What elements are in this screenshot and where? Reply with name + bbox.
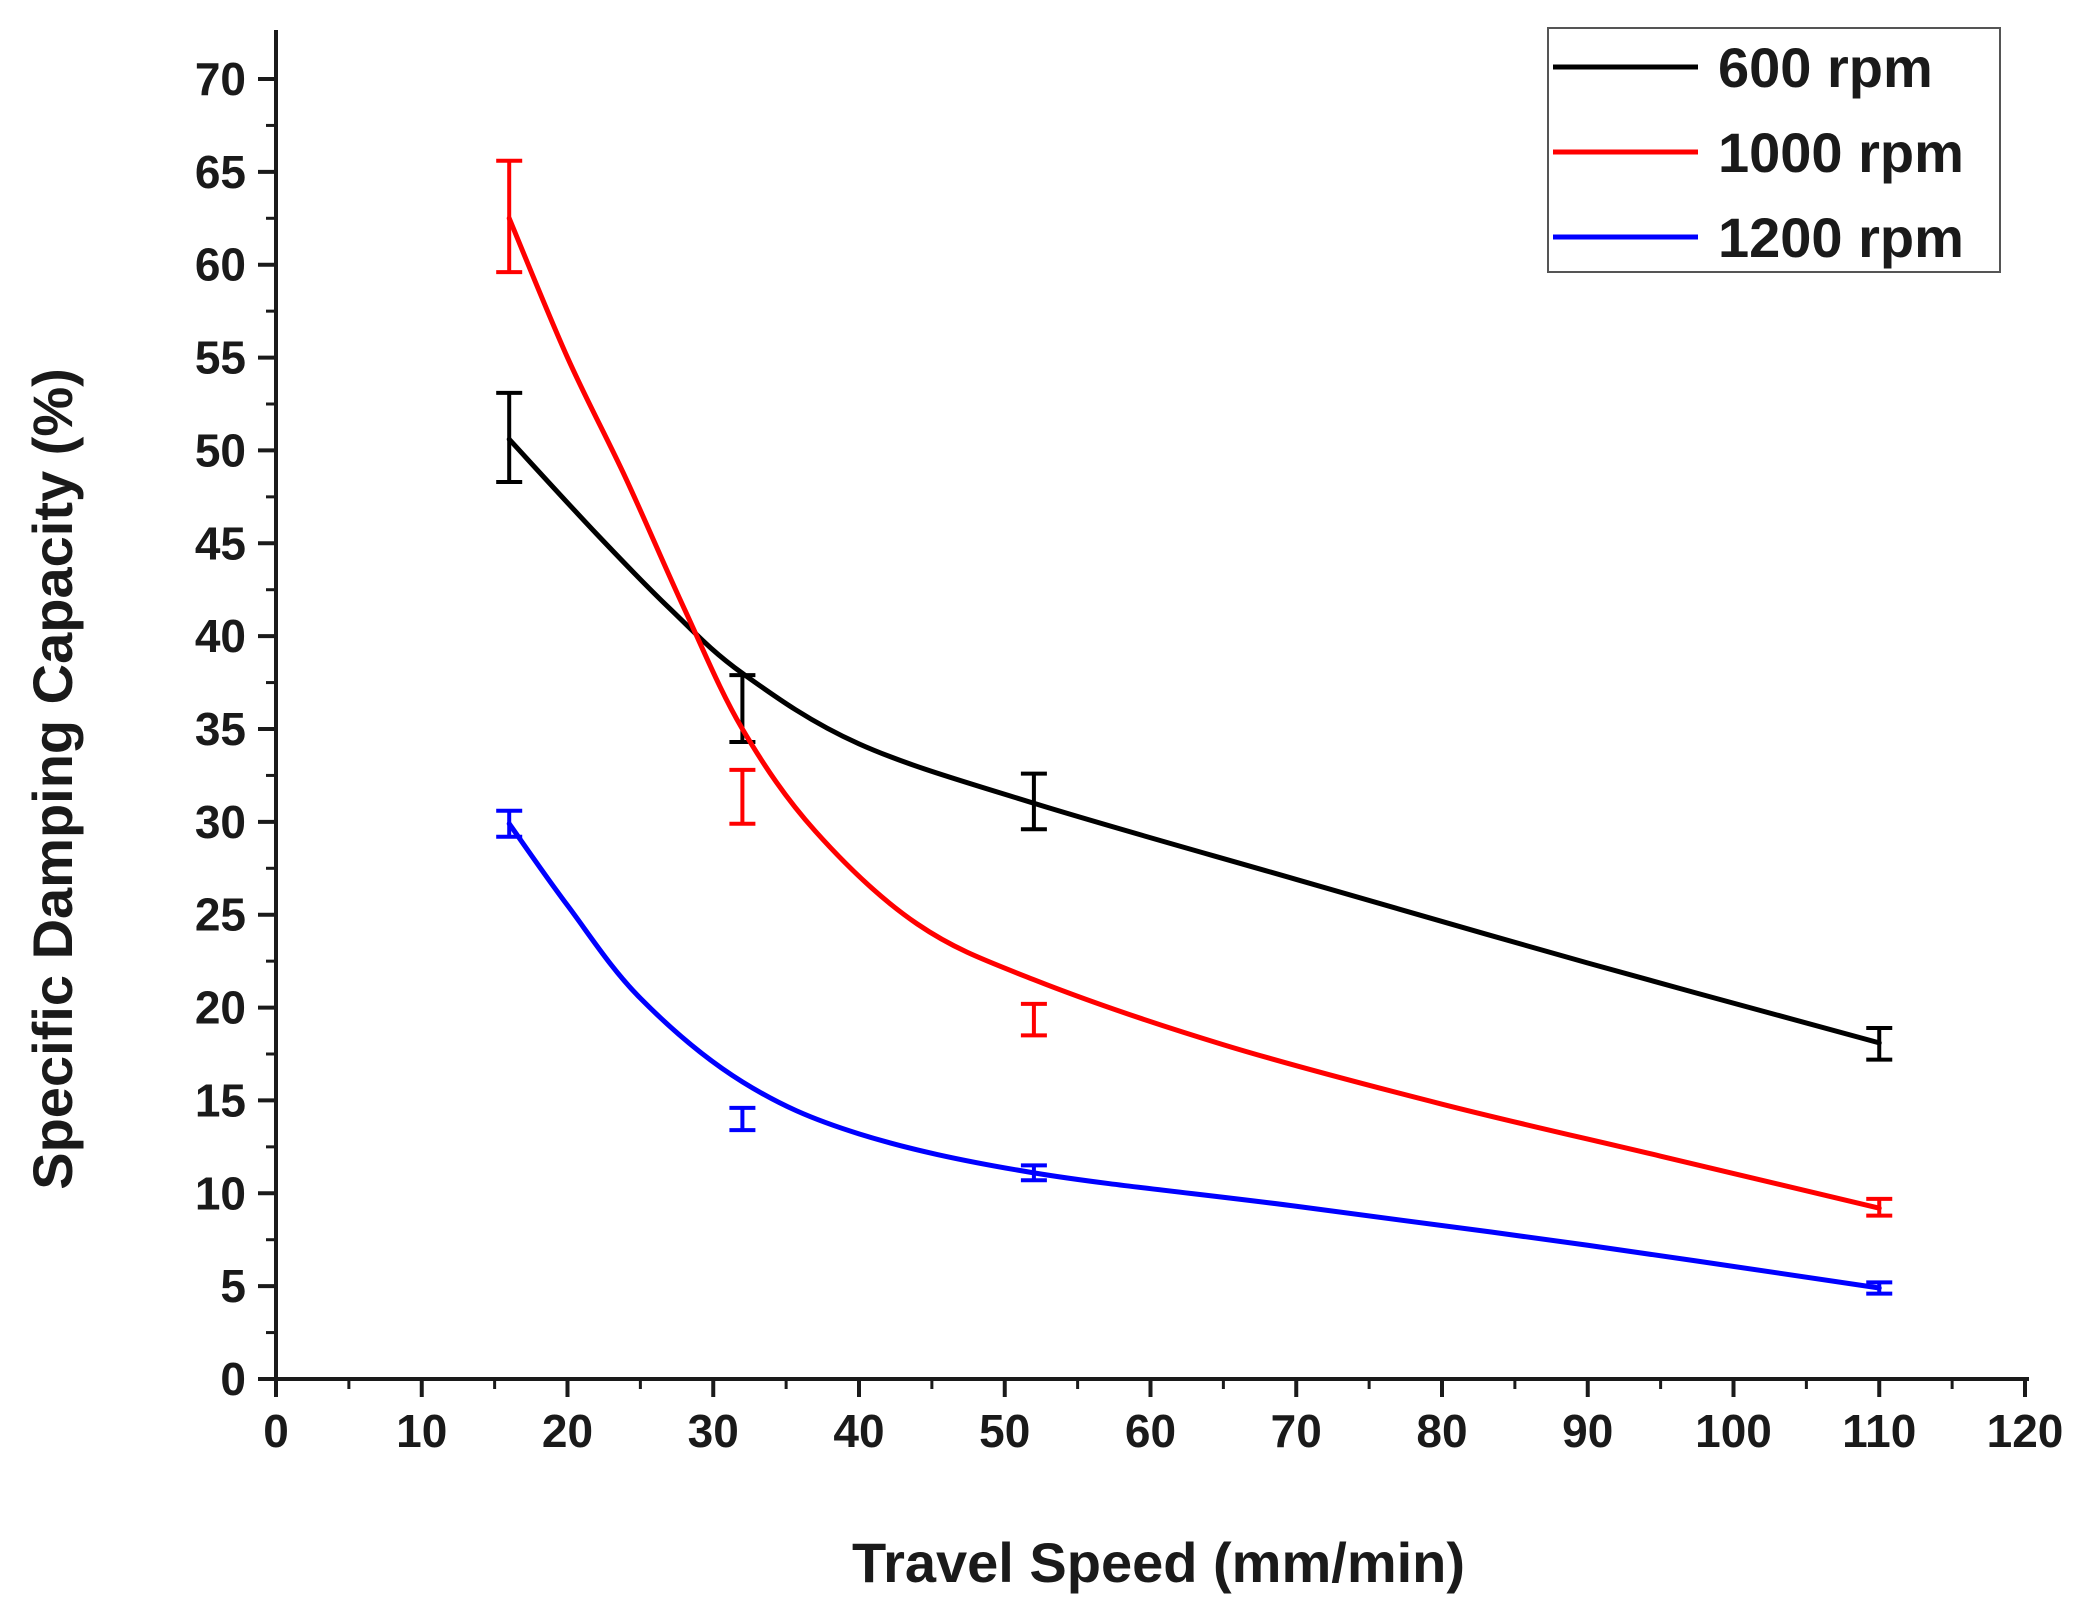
y-tick-label: 0 — [220, 1353, 246, 1405]
y-tick-label: 15 — [195, 1074, 246, 1126]
plot-series — [496, 158, 1893, 1296]
legend-entry-1200-rpm: 1200 rpm — [1553, 206, 1964, 269]
error-bar — [1866, 1026, 1893, 1062]
error-bar — [729, 767, 756, 826]
error-bar — [729, 1105, 756, 1133]
x-axis-title: Travel Speed (mm/min) — [852, 1531, 1465, 1594]
y-tick-label: 35 — [195, 703, 246, 755]
y-tick-label: 20 — [195, 982, 246, 1034]
y-tick-label: 25 — [195, 889, 246, 941]
x-tick-label: 120 — [1987, 1405, 2064, 1457]
error-bar — [1020, 1001, 1047, 1038]
x-tick-label: 0 — [263, 1405, 289, 1457]
y-axis-ticks: 0 5 10 15 20 25 30 35 40 45 50 55 60 65 70 — [195, 53, 276, 1405]
y-tick-label: 45 — [195, 517, 246, 569]
error-bar — [1866, 1196, 1893, 1218]
legend-entries: 600 rpm 1000 rpm 1200 rpm — [1553, 36, 1964, 269]
series-1000-rpm — [496, 158, 1893, 1218]
x-tick-label: 60 — [1125, 1405, 1176, 1457]
x-tick-label: 40 — [833, 1405, 884, 1457]
series-line-1000-rpm — [506, 215, 1882, 1211]
error-bar — [1866, 1280, 1893, 1296]
error-bar — [496, 808, 523, 839]
x-tick-label: 70 — [1271, 1405, 1322, 1457]
x-tick-label: 50 — [979, 1405, 1030, 1457]
error-bar — [1020, 771, 1047, 832]
legend: 600 rpm 1000 rpm 1200 rpm — [1547, 27, 2001, 273]
series-1200-rpm — [496, 808, 1893, 1296]
legend-label: 1200 rpm — [1718, 206, 1964, 269]
y-tick-label: 70 — [195, 53, 246, 105]
error-bar — [496, 158, 523, 275]
x-tick-label: 80 — [1416, 1405, 1467, 1457]
legend-entry-600-rpm: 600 rpm — [1553, 36, 1933, 99]
x-tick-label: 90 — [1562, 1405, 1613, 1457]
y-tick-label: 30 — [195, 796, 246, 848]
y-axis-title: Specific Damping Capacity (%) — [21, 368, 84, 1190]
x-tick-label: 20 — [542, 1405, 593, 1457]
error-bar — [1020, 1163, 1047, 1183]
series-line-600-rpm — [506, 436, 1882, 1046]
series-line-1200-rpm — [506, 821, 1882, 1291]
axes: 0 5 10 15 20 25 30 35 40 45 50 55 60 65 70 0 10 20 30 40 50… — [195, 30, 2063, 1457]
y-tick-label: 10 — [195, 1167, 246, 1219]
legend-label: 1000 rpm — [1718, 121, 1964, 184]
error-bar — [496, 390, 523, 484]
x-tick-label: 100 — [1695, 1405, 1772, 1457]
series-600-rpm — [496, 390, 1893, 1062]
legend-label: 600 rpm — [1718, 36, 1933, 99]
x-tick-label: 30 — [688, 1405, 739, 1457]
y-tick-label: 60 — [195, 239, 246, 291]
y-tick-label: 50 — [195, 424, 246, 476]
legend-entry-1000-rpm: 1000 rpm — [1553, 121, 1964, 184]
y-tick-label: 40 — [195, 610, 246, 662]
x-tick-label: 10 — [396, 1405, 447, 1457]
y-tick-label: 65 — [195, 146, 246, 198]
x-axis-ticks: 0 10 20 30 40 50 60 70 80 90 100 110 120 — [263, 1379, 2063, 1457]
y-tick-label: 55 — [195, 332, 246, 384]
x-tick-label: 110 — [1842, 1405, 1916, 1457]
y-tick-label: 5 — [220, 1260, 246, 1312]
